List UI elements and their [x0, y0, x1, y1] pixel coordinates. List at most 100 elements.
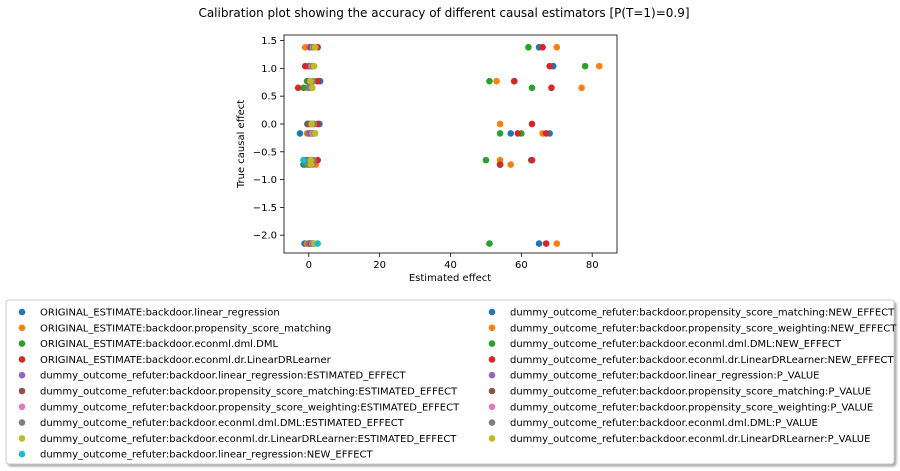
x-tick-label: 80: [586, 260, 599, 271]
data-point: [496, 120, 504, 128]
data-point: [514, 130, 522, 137]
legend: ORIGINAL_ESTIMATE:backdoor.linear_regres…: [5, 299, 897, 465]
data-point: [296, 130, 304, 137]
y-axis: 1.5 1.0 0.5 0.0 −0.5 −1.0 −1.5 −2.0: [253, 36, 284, 242]
y-axis-label: True causal effect: [236, 100, 247, 189]
data-point: [300, 156, 307, 164]
legend-entry: dummy_outcome_refuter:backdoor.econml.dm…: [40, 418, 405, 429]
plot-frame: [283, 34, 618, 254]
data-point: [496, 130, 504, 137]
y-tick-label: −2.0: [253, 231, 277, 242]
legend-marker: [18, 308, 26, 316]
legend-marker: [488, 419, 496, 426]
y-tick-label: −1.0: [253, 175, 277, 186]
legend-marker: [18, 419, 26, 426]
legend-entry: dummy_outcome_refuter:backdoor.econml.dm…: [510, 339, 842, 350]
legend-entry: dummy_outcome_refuter:backdoor.linear_re…: [510, 371, 820, 382]
data-point: [496, 161, 504, 168]
data-point: [581, 62, 589, 70]
data-point: [539, 43, 546, 51]
data-point: [553, 43, 561, 51]
chart-title: Calibration plot showing the accuracy of…: [198, 6, 689, 20]
data-points: [294, 43, 603, 247]
legend-entry: ORIGINAL_ESTIMATE:backdoor.linear_regres…: [40, 308, 280, 319]
data-point: [486, 77, 493, 85]
data-point: [301, 62, 309, 70]
data-point: [525, 43, 532, 51]
legend-entry: ORIGINAL_ESTIMATE:backdoor.econml.dml.DM…: [40, 339, 278, 350]
legend-marker: [18, 435, 26, 442]
data-point: [528, 120, 536, 128]
data-point: [314, 77, 321, 85]
legend-marker: [488, 435, 496, 442]
legend-entry: dummy_outcome_refuter:backdoor.propensit…: [510, 308, 895, 319]
legend-entry: dummy_outcome_refuter:backdoor.linear_re…: [40, 450, 374, 461]
data-point: [595, 62, 603, 70]
legend-entry: dummy_outcome_refuter:backdoor.econml.dr…: [510, 434, 870, 445]
data-point: [546, 62, 553, 70]
legend-marker: [488, 340, 496, 347]
y-tick-label: 1.0: [261, 64, 277, 75]
legend-marker: [18, 371, 26, 379]
data-point: [507, 130, 515, 137]
data-point: [507, 161, 515, 168]
legend-marker: [488, 308, 496, 316]
legend-marker: [488, 371, 496, 379]
data-point: [300, 84, 307, 92]
legend-entry: dummy_outcome_refuter:backdoor.propensit…: [510, 323, 897, 334]
data-point: [528, 84, 536, 92]
legend-entry: dummy_outcome_refuter:backdoor.econml.dm…: [510, 418, 818, 429]
legend-entry: dummy_outcome_refuter:backdoor.propensit…: [40, 402, 460, 413]
legend-marker: [18, 387, 26, 395]
data-point: [528, 156, 536, 164]
data-point: [307, 77, 314, 85]
legend-marker: [488, 356, 496, 363]
x-tick-label: 20: [373, 260, 386, 271]
data-point: [311, 130, 319, 137]
data-point: [542, 130, 550, 137]
legend-entry: ORIGINAL_ESTIMATE:backdoor.propensity_sc…: [40, 323, 331, 334]
legend-entry: dummy_outcome_refuter:backdoor.econml.dr…: [510, 355, 894, 366]
legend-entry: dummy_outcome_refuter:backdoor.linear_re…: [40, 371, 406, 382]
data-point: [309, 84, 316, 92]
legend-marker: [18, 403, 26, 411]
legend-marker: [18, 340, 26, 347]
data-point: [553, 240, 561, 247]
data-point: [493, 77, 500, 85]
x-axis-label: Estimated effect: [409, 273, 491, 284]
data-point: [294, 84, 302, 92]
legend-entry: dummy_outcome_refuter:backdoor.econml.dr…: [40, 434, 457, 445]
y-tick-label: 0.0: [261, 119, 277, 130]
data-point: [311, 43, 319, 51]
legend-entry: dummy_outcome_refuter:backdoor.propensit…: [510, 387, 871, 398]
data-point: [535, 240, 543, 247]
x-tick-label: 60: [515, 260, 528, 271]
legend-marker: [488, 324, 496, 332]
data-point: [308, 120, 315, 128]
data-point: [578, 84, 585, 92]
legend-marker: [488, 403, 496, 411]
y-tick-label: 1.5: [261, 36, 277, 47]
legend-marker: [18, 324, 26, 332]
y-tick-label: 0.5: [261, 92, 277, 103]
data-point: [482, 156, 490, 164]
data-point: [310, 62, 318, 70]
legend-marker: [488, 387, 496, 395]
y-tick-label: −1.5: [253, 203, 277, 214]
legend-entry: dummy_outcome_refuter:backdoor.propensit…: [40, 387, 458, 398]
legend-entry: dummy_outcome_refuter:backdoor.propensit…: [510, 402, 873, 413]
legend-marker: [18, 356, 26, 363]
data-point: [486, 240, 493, 247]
y-tick-label: −0.5: [253, 147, 277, 158]
data-point: [542, 240, 550, 247]
x-tick-label: 0: [306, 260, 312, 271]
data-point: [548, 84, 555, 92]
legend-frame: [5, 299, 895, 465]
legend-marker: [18, 450, 26, 458]
x-tick-label: 40: [444, 260, 457, 271]
data-point: [510, 77, 518, 85]
data-point: [307, 161, 315, 168]
data-point: [314, 240, 321, 247]
x-axis: 0 20 40 60 80: [306, 253, 599, 271]
